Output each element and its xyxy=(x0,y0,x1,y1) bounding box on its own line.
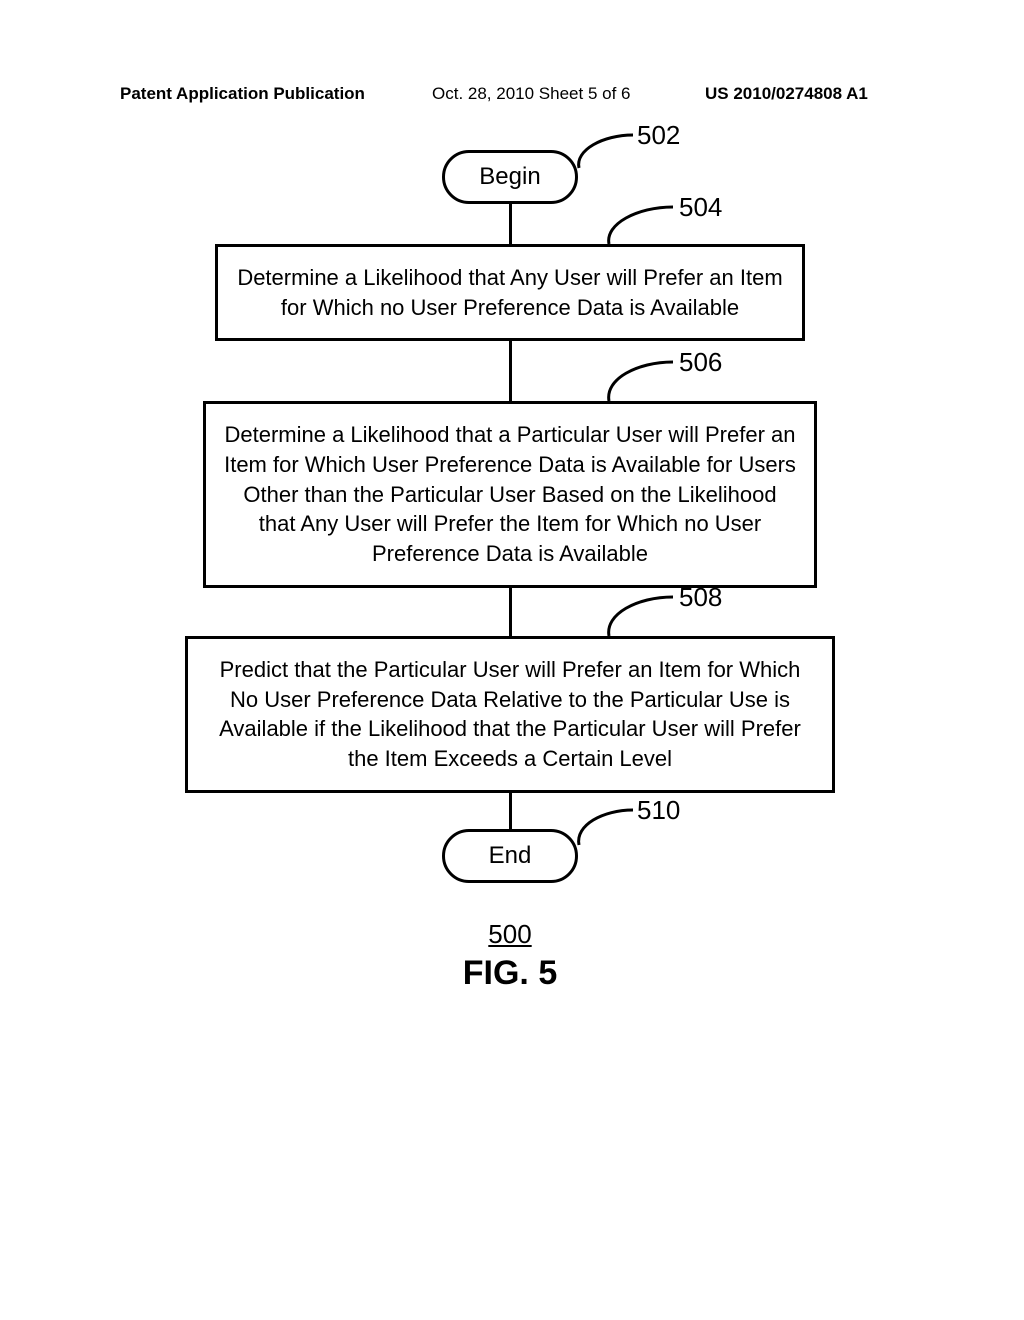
node-504-label: Determine a Likelihood that Any User wil… xyxy=(237,265,782,320)
node-begin-wrap: 502 Begin xyxy=(185,150,835,204)
node-506-label: Determine a Likelihood that a Particular… xyxy=(224,422,796,566)
flowchart: 502 Begin 504 Determine a Likelihood tha… xyxy=(185,150,835,993)
ref-504: 504 xyxy=(679,192,722,223)
node-end-wrap: 510 End xyxy=(185,829,835,883)
node-begin-label: Begin xyxy=(479,163,540,190)
figure-number: 500 xyxy=(185,919,835,950)
ref-508: 508 xyxy=(679,582,722,613)
node-begin: Begin xyxy=(442,150,578,204)
edge-506-508 xyxy=(509,588,512,636)
edge-504-506 xyxy=(509,341,512,401)
node-end: End xyxy=(442,829,578,883)
figure-title: FIG. 5 xyxy=(185,954,835,993)
ref-506: 506 xyxy=(679,347,722,378)
node-508: Predict that the Particular User will Pr… xyxy=(185,636,835,793)
edge-502-504 xyxy=(509,204,512,244)
node-504: Determine a Likelihood that Any User wil… xyxy=(215,244,805,341)
node-506-wrap: 506 Determine a Likelihood that a Partic… xyxy=(185,401,835,587)
node-end-label: End xyxy=(489,842,532,869)
header-date-sheet: Oct. 28, 2010 Sheet 5 of 6 xyxy=(432,84,630,104)
node-508-label: Predict that the Particular User will Pr… xyxy=(219,657,801,771)
ref-510: 510 xyxy=(637,795,680,826)
page: Patent Application Publication Oct. 28, … xyxy=(0,0,1024,1320)
header-pub-number: US 2010/0274808 A1 xyxy=(705,84,868,104)
node-506: Determine a Likelihood that a Particular… xyxy=(203,401,817,587)
header-publication: Patent Application Publication xyxy=(120,84,365,104)
node-508-wrap: 508 Predict that the Particular User wil… xyxy=(185,636,835,793)
edge-508-510 xyxy=(509,793,512,829)
node-504-wrap: 504 Determine a Likelihood that Any User… xyxy=(185,244,835,341)
ref-502: 502 xyxy=(637,120,680,151)
